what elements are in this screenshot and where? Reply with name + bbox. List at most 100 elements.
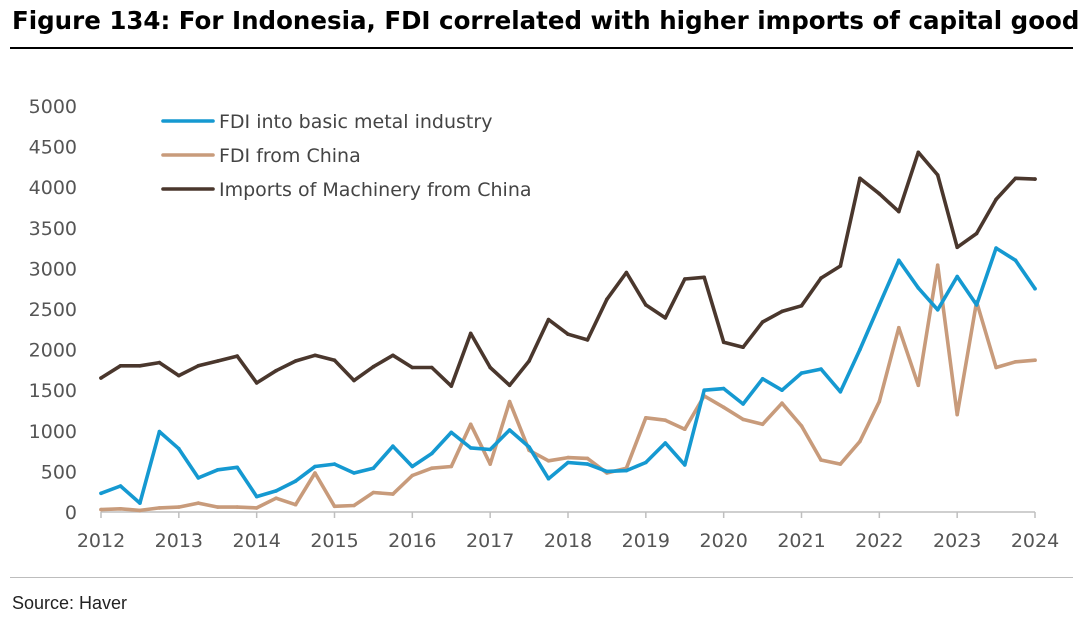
data-point xyxy=(157,360,162,365)
series-group xyxy=(99,246,1037,505)
data-point xyxy=(838,390,843,394)
data-point xyxy=(235,465,239,470)
title-rule xyxy=(10,47,1073,49)
data-point xyxy=(663,316,668,320)
data-point xyxy=(468,422,473,427)
series-line xyxy=(99,246,1037,505)
data-point xyxy=(935,173,940,177)
data-point xyxy=(566,455,570,460)
data-point xyxy=(994,365,998,370)
data-point xyxy=(138,501,142,505)
data-point xyxy=(371,466,376,471)
data-point xyxy=(721,386,726,391)
data-point xyxy=(877,191,882,196)
data-point xyxy=(702,388,706,393)
data-point xyxy=(371,490,376,495)
x-tick-label: 2020 xyxy=(699,530,747,552)
data-point xyxy=(663,418,668,423)
data-point xyxy=(507,383,512,388)
data-point xyxy=(196,476,201,480)
data-point xyxy=(916,150,921,155)
data-point xyxy=(799,424,804,428)
data-point xyxy=(897,258,901,263)
data-point xyxy=(118,484,123,488)
data-point xyxy=(274,368,278,373)
data-point xyxy=(468,446,473,450)
data-point xyxy=(293,479,298,483)
y-tick-label: 5000 xyxy=(29,96,77,118)
y-tick-label: 1500 xyxy=(29,380,77,402)
data-point xyxy=(391,492,395,496)
data-point xyxy=(994,197,998,202)
data-point xyxy=(449,464,454,469)
data-point xyxy=(819,458,823,462)
data-point xyxy=(157,506,162,510)
data-point xyxy=(177,373,181,378)
data-point xyxy=(721,405,726,410)
data-point xyxy=(858,176,862,181)
data-point xyxy=(605,469,609,474)
data-point xyxy=(468,331,473,336)
data-point xyxy=(760,377,765,381)
data-point xyxy=(430,451,434,456)
data-point xyxy=(935,308,940,312)
data-point xyxy=(897,209,901,214)
data-point xyxy=(391,444,395,449)
data-point xyxy=(1033,286,1037,291)
data-point xyxy=(858,347,862,352)
data-point xyxy=(430,466,434,471)
y-tick-label: 4500 xyxy=(29,137,77,159)
data-point xyxy=(916,286,921,290)
x-tick-label: 2013 xyxy=(155,530,203,552)
data-point xyxy=(897,325,901,330)
data-point xyxy=(352,503,356,508)
y-tick-label: 1000 xyxy=(29,421,77,443)
data-point xyxy=(935,263,940,268)
y-tick-label: 3000 xyxy=(29,258,77,280)
data-point xyxy=(488,365,493,370)
legend-label: FDI into basic metal industry xyxy=(219,111,492,133)
data-point xyxy=(216,359,220,363)
data-point xyxy=(702,275,706,280)
data-point xyxy=(624,270,629,275)
data-point xyxy=(546,459,551,463)
data-point xyxy=(313,353,317,358)
data-point xyxy=(760,422,765,427)
y-tick-label: 2000 xyxy=(29,340,77,362)
data-point xyxy=(313,464,317,469)
legend-label: Imports of Machinery from China xyxy=(219,179,532,201)
data-point xyxy=(585,338,590,342)
y-axis: 0 500 1000 1500 2000 2500 3000 3500 4000 4500 5000 xyxy=(29,96,77,524)
data-point xyxy=(974,231,979,236)
y-tick-label: 0 xyxy=(65,502,77,524)
data-point xyxy=(741,402,745,406)
data-point xyxy=(663,441,668,445)
y-tick-label: 2500 xyxy=(29,299,77,321)
data-point xyxy=(99,507,103,512)
data-point xyxy=(974,303,979,307)
x-tick-label: 2017 xyxy=(466,530,514,552)
data-point xyxy=(274,496,278,501)
data-point xyxy=(955,274,959,279)
data-point xyxy=(138,364,142,368)
data-point xyxy=(721,340,726,345)
data-point xyxy=(780,309,784,314)
data-point xyxy=(858,439,862,444)
series-group xyxy=(99,150,1037,388)
data-point xyxy=(254,381,259,385)
data-point xyxy=(527,445,531,449)
data-point xyxy=(157,429,162,434)
data-point xyxy=(799,304,804,308)
data-point xyxy=(624,468,629,473)
data-point xyxy=(1033,177,1037,181)
data-point xyxy=(216,468,220,472)
data-point xyxy=(235,505,239,509)
x-tick-label: 2021 xyxy=(777,530,825,552)
x-tick-label: 2015 xyxy=(310,530,358,552)
x-tick-label: 2014 xyxy=(232,530,280,552)
data-point xyxy=(352,471,356,475)
data-point xyxy=(566,332,570,337)
data-point xyxy=(877,399,882,404)
data-point xyxy=(332,504,337,509)
